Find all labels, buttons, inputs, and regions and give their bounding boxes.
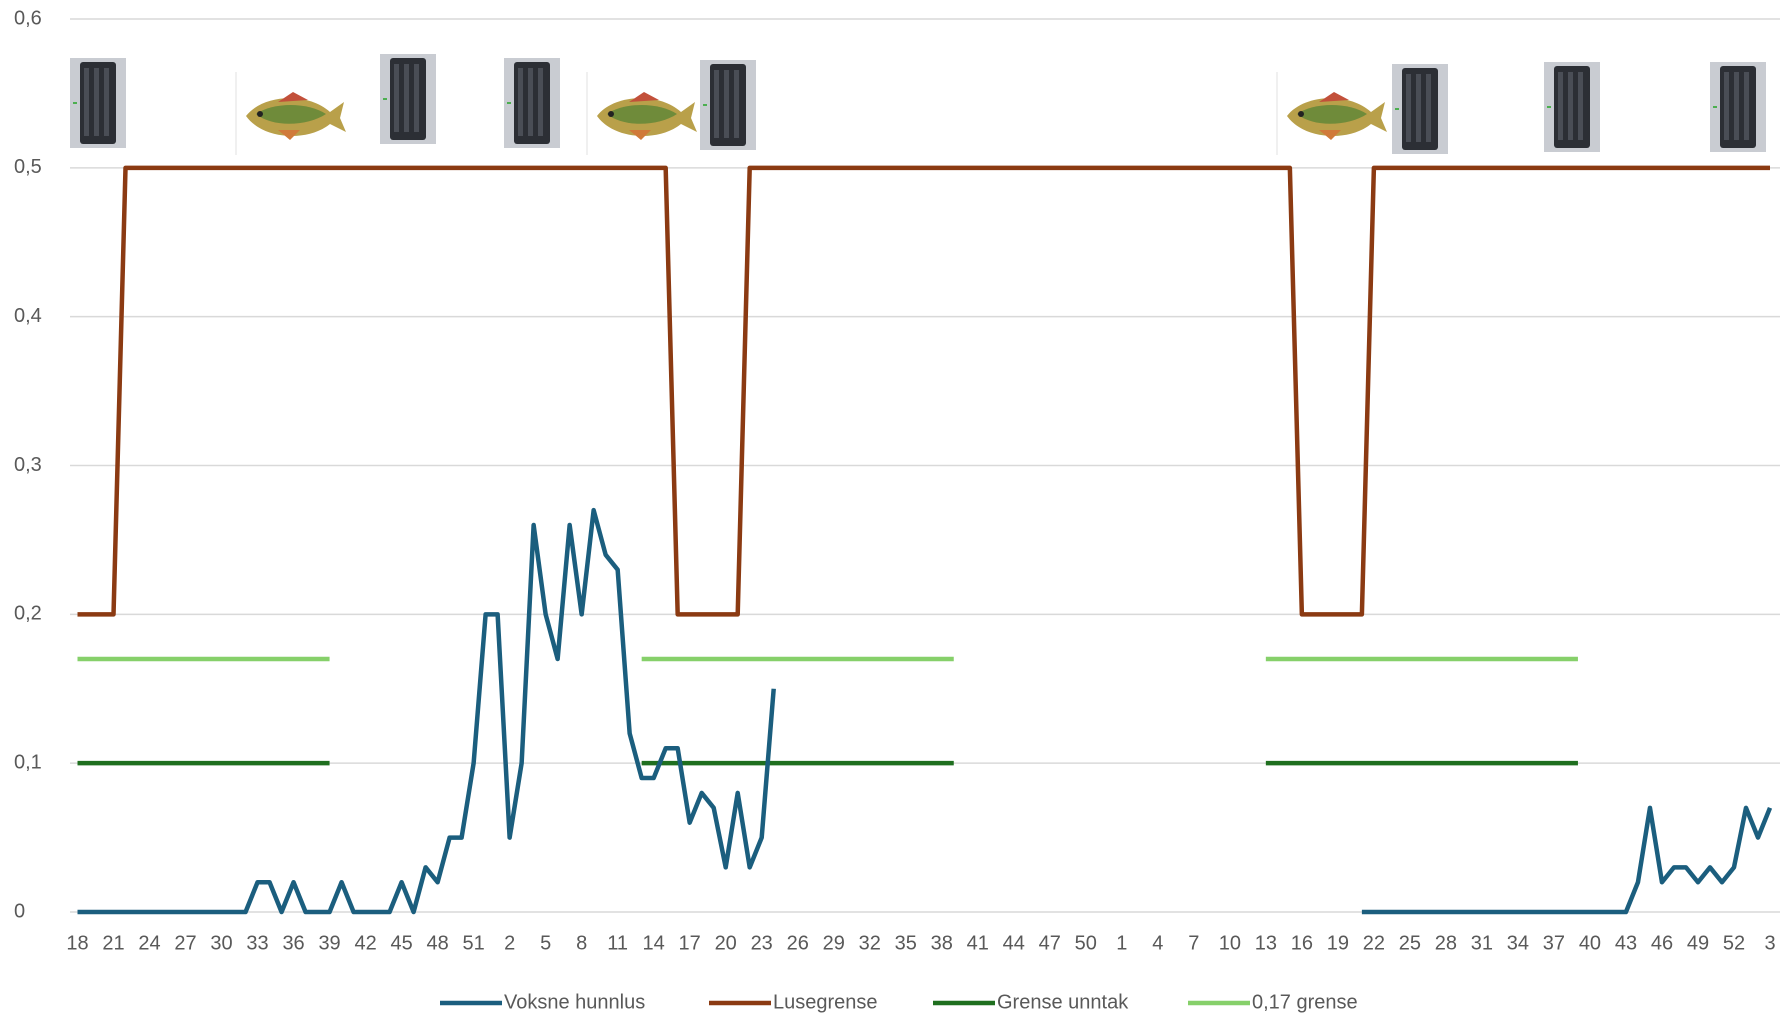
x-tick-label: 40: [1579, 932, 1601, 954]
device-image: [1710, 62, 1766, 152]
x-tick-label: 48: [426, 932, 448, 954]
x-tick-label: 43: [1615, 932, 1637, 954]
fish-image: [1287, 92, 1387, 140]
x-tick-label: 22: [1363, 932, 1385, 954]
fish-image: [246, 92, 346, 140]
device-image: [380, 54, 436, 144]
x-tick-label: 37: [1543, 932, 1565, 954]
x-tick-label: 49: [1687, 932, 1709, 954]
x-tick-label: 31: [1471, 932, 1493, 954]
x-tick-label: 47: [1039, 932, 1061, 954]
x-tick-label: 29: [823, 932, 845, 954]
x-tick-label: 44: [1003, 932, 1025, 954]
x-tick-label: 33: [246, 932, 268, 954]
x-tick-label: 4: [1152, 932, 1163, 954]
x-tick-label: 10: [1219, 932, 1241, 954]
x-tick-label: 7: [1188, 932, 1199, 954]
x-tick-label: 21: [102, 932, 124, 954]
y-tick-label: 0,3: [14, 454, 42, 476]
x-tick-label: 51: [462, 932, 484, 954]
x-tick-label: 34: [1507, 932, 1529, 954]
x-tick-label: 23: [751, 932, 773, 954]
legend-label: Voksne hunnlus: [504, 991, 645, 1013]
x-tick-label: 26: [787, 932, 809, 954]
x-tick-label: 8: [576, 932, 587, 954]
y-tick-label: 0,5: [14, 156, 42, 178]
x-tick-label: 30: [210, 932, 232, 954]
x-tick-label: 36: [282, 932, 304, 954]
x-tick-label: 16: [1291, 932, 1313, 954]
x-tick-label: 38: [931, 932, 953, 954]
series-line: [77, 507, 1773, 915]
y-tick-label: 0,1: [14, 751, 42, 773]
device-image: [1392, 64, 1448, 154]
x-tick-label: 50: [1075, 932, 1097, 954]
x-tick-label: 14: [643, 932, 665, 954]
x-tick-label: 13: [1255, 932, 1277, 954]
x-tick-label: 5: [540, 932, 551, 954]
x-tick-label: 35: [895, 932, 917, 954]
fish-image: [597, 92, 697, 140]
x-tick-label: 3: [1764, 932, 1775, 954]
x-tick-label: 19: [1327, 932, 1349, 954]
x-tick-label: 20: [715, 932, 737, 954]
device-image: [504, 58, 560, 148]
y-tick-label: 0,4: [14, 305, 42, 327]
decor-images: [70, 54, 1766, 155]
x-tick-label: 32: [859, 932, 881, 954]
device-image: [700, 60, 756, 150]
x-tick-label: 27: [174, 932, 196, 954]
y-tick-label: 0,2: [14, 603, 42, 625]
device-image: [70, 58, 126, 148]
x-tick-label: 2: [504, 932, 515, 954]
x-tick-label: 39: [318, 932, 340, 954]
x-tick-label: 11: [607, 932, 628, 954]
legend-label: Lusegrense: [773, 991, 878, 1013]
x-tick-label: 25: [1399, 932, 1421, 954]
x-tick-label: 1: [1116, 932, 1127, 954]
x-tick-label: 45: [390, 932, 412, 954]
x-tick-label: 28: [1435, 932, 1457, 954]
x-tick-label: 52: [1723, 932, 1745, 954]
legend-label: 0,17 grense: [1252, 991, 1358, 1013]
x-tick-label: 18: [66, 932, 88, 954]
x-tick-label: 17: [679, 932, 701, 954]
y-tick-label: 0: [14, 900, 25, 922]
y-tick-label: 0,6: [14, 7, 42, 29]
legend-label: Grense unntak: [997, 991, 1129, 1013]
device-image: [1544, 62, 1600, 152]
x-tick-label: 24: [138, 932, 160, 954]
x-tick-label: 42: [354, 932, 376, 954]
x-tick-label: 41: [967, 932, 989, 954]
series-line: [77, 165, 1770, 617]
x-tick-label: 46: [1651, 932, 1673, 954]
